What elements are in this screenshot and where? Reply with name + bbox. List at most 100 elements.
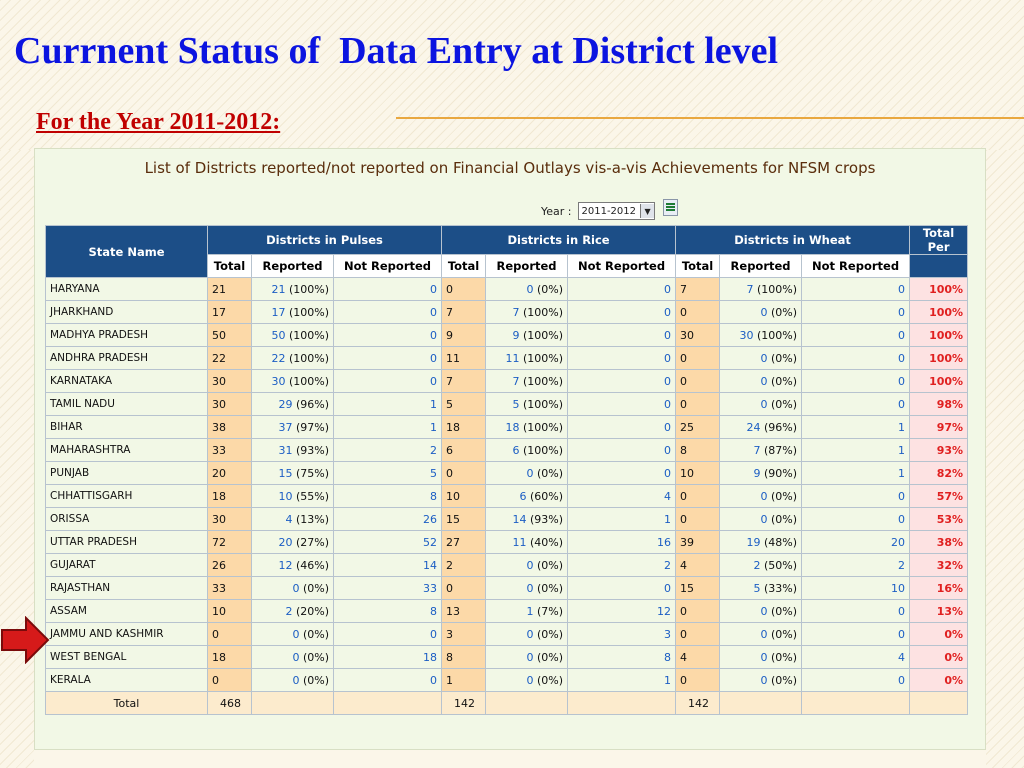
reported-count-link[interactable]: 29 bbox=[278, 397, 293, 411]
reported-count-link[interactable]: 0 bbox=[760, 305, 768, 319]
not-reported-count-link[interactable]: 2 bbox=[430, 443, 438, 457]
not-reported-count-link[interactable]: 0 bbox=[898, 512, 906, 526]
not-reported-count-link[interactable]: 2 bbox=[664, 558, 672, 572]
not-reported-count-link[interactable]: 0 bbox=[430, 305, 438, 319]
reported-count-link[interactable]: 24 bbox=[746, 420, 761, 434]
reported-count-link[interactable]: 17 bbox=[271, 305, 286, 319]
not-reported-count-link[interactable]: 0 bbox=[664, 581, 672, 595]
reported-count-link[interactable]: 20 bbox=[278, 535, 293, 549]
reported-count-link[interactable]: 0 bbox=[760, 489, 768, 503]
not-reported-count-link[interactable]: 1 bbox=[430, 420, 438, 434]
reported-count-link[interactable]: 7 bbox=[512, 305, 520, 319]
reported-count-link[interactable]: 21 bbox=[271, 282, 286, 296]
reported-count-link[interactable]: 19 bbox=[746, 535, 761, 549]
reported-count-link[interactable]: 7 bbox=[753, 443, 761, 457]
not-reported-count-link[interactable]: 0 bbox=[898, 673, 906, 687]
not-reported-count-link[interactable]: 10 bbox=[891, 581, 906, 595]
reported-count-link[interactable]: 31 bbox=[278, 443, 293, 457]
not-reported-count-link[interactable]: 8 bbox=[664, 650, 672, 664]
not-reported-count-link[interactable]: 12 bbox=[657, 604, 672, 618]
not-reported-count-link[interactable]: 14 bbox=[423, 558, 438, 572]
not-reported-count-link[interactable]: 1 bbox=[898, 420, 906, 434]
not-reported-count-link[interactable]: 16 bbox=[657, 535, 672, 549]
reported-count-link[interactable]: 6 bbox=[512, 443, 520, 457]
not-reported-count-link[interactable]: 1 bbox=[898, 443, 906, 457]
excel-export-icon[interactable] bbox=[663, 198, 679, 216]
not-reported-count-link[interactable]: 0 bbox=[664, 466, 672, 480]
reported-count-link[interactable]: 0 bbox=[526, 466, 534, 480]
reported-count-link[interactable]: 0 bbox=[526, 581, 534, 595]
not-reported-count-link[interactable]: 4 bbox=[664, 489, 672, 503]
not-reported-count-link[interactable]: 0 bbox=[898, 305, 906, 319]
reported-count-link[interactable]: 9 bbox=[512, 328, 520, 342]
reported-count-link[interactable]: 37 bbox=[278, 420, 293, 434]
reported-count-link[interactable]: 0 bbox=[292, 581, 300, 595]
not-reported-count-link[interactable]: 0 bbox=[664, 305, 672, 319]
not-reported-count-link[interactable]: 0 bbox=[664, 443, 672, 457]
not-reported-count-link[interactable]: 1 bbox=[664, 512, 672, 526]
reported-count-link[interactable]: 0 bbox=[760, 627, 768, 641]
not-reported-count-link[interactable]: 0 bbox=[430, 328, 438, 342]
not-reported-count-link[interactable]: 0 bbox=[430, 374, 438, 388]
reported-count-link[interactable]: 7 bbox=[746, 282, 754, 296]
reported-count-link[interactable]: 0 bbox=[526, 282, 534, 296]
reported-count-link[interactable]: 4 bbox=[285, 512, 293, 526]
not-reported-count-link[interactable]: 0 bbox=[664, 397, 672, 411]
reported-count-link[interactable]: 0 bbox=[760, 374, 768, 388]
reported-count-link[interactable]: 12 bbox=[278, 558, 293, 572]
reported-count-link[interactable]: 5 bbox=[512, 397, 520, 411]
not-reported-count-link[interactable]: 18 bbox=[423, 650, 438, 664]
reported-count-link[interactable]: 2 bbox=[285, 604, 293, 618]
reported-count-link[interactable]: 30 bbox=[739, 328, 754, 342]
not-reported-count-link[interactable]: 52 bbox=[423, 535, 438, 549]
reported-count-link[interactable]: 0 bbox=[526, 627, 534, 641]
not-reported-count-link[interactable]: 0 bbox=[430, 673, 438, 687]
not-reported-count-link[interactable]: 5 bbox=[430, 466, 438, 480]
not-reported-count-link[interactable]: 4 bbox=[898, 650, 906, 664]
reported-count-link[interactable]: 6 bbox=[519, 489, 527, 503]
reported-count-link[interactable]: 50 bbox=[271, 328, 286, 342]
not-reported-count-link[interactable]: 0 bbox=[898, 604, 906, 618]
reported-count-link[interactable]: 10 bbox=[278, 489, 293, 503]
not-reported-count-link[interactable]: 2 bbox=[898, 558, 906, 572]
reported-count-link[interactable]: 0 bbox=[526, 558, 534, 572]
reported-count-link[interactable]: 7 bbox=[512, 374, 520, 388]
dropdown-arrow-icon[interactable]: ▼ bbox=[640, 204, 655, 218]
year-select[interactable]: 2011-2012 ▼ bbox=[577, 202, 656, 220]
not-reported-count-link[interactable]: 0 bbox=[664, 351, 672, 365]
not-reported-count-link[interactable]: 0 bbox=[430, 351, 438, 365]
not-reported-count-link[interactable]: 0 bbox=[664, 420, 672, 434]
not-reported-count-link[interactable]: 0 bbox=[898, 627, 906, 641]
reported-count-link[interactable]: 15 bbox=[278, 466, 293, 480]
reported-count-link[interactable]: 0 bbox=[760, 604, 768, 618]
reported-count-link[interactable]: 0 bbox=[760, 650, 768, 664]
reported-count-link[interactable]: 0 bbox=[292, 627, 300, 641]
not-reported-count-link[interactable]: 0 bbox=[898, 374, 906, 388]
not-reported-count-link[interactable]: 0 bbox=[430, 627, 438, 641]
not-reported-count-link[interactable]: 0 bbox=[898, 397, 906, 411]
reported-count-link[interactable]: 11 bbox=[505, 351, 520, 365]
reported-count-link[interactable]: 11 bbox=[512, 535, 527, 549]
not-reported-count-link[interactable]: 1 bbox=[898, 466, 906, 480]
not-reported-count-link[interactable]: 0 bbox=[898, 282, 906, 296]
reported-count-link[interactable]: 2 bbox=[753, 558, 761, 572]
reported-count-link[interactable]: 0 bbox=[292, 673, 300, 687]
reported-count-link[interactable]: 5 bbox=[753, 581, 761, 595]
reported-count-link[interactable]: 0 bbox=[292, 650, 300, 664]
reported-count-link[interactable]: 0 bbox=[760, 351, 768, 365]
reported-count-link[interactable]: 1 bbox=[526, 604, 534, 618]
reported-count-link[interactable]: 18 bbox=[505, 420, 520, 434]
not-reported-count-link[interactable]: 0 bbox=[898, 489, 906, 503]
not-reported-count-link[interactable]: 20 bbox=[891, 535, 906, 549]
reported-count-link[interactable]: 0 bbox=[760, 397, 768, 411]
not-reported-count-link[interactable]: 26 bbox=[423, 512, 438, 526]
not-reported-count-link[interactable]: 8 bbox=[430, 604, 438, 618]
not-reported-count-link[interactable]: 0 bbox=[898, 351, 906, 365]
reported-count-link[interactable]: 14 bbox=[512, 512, 527, 526]
reported-count-link[interactable]: 0 bbox=[526, 650, 534, 664]
not-reported-count-link[interactable]: 0 bbox=[664, 374, 672, 388]
reported-count-link[interactable]: 0 bbox=[760, 673, 768, 687]
not-reported-count-link[interactable]: 1 bbox=[664, 673, 672, 687]
not-reported-count-link[interactable]: 3 bbox=[664, 627, 672, 641]
not-reported-count-link[interactable]: 33 bbox=[423, 581, 438, 595]
